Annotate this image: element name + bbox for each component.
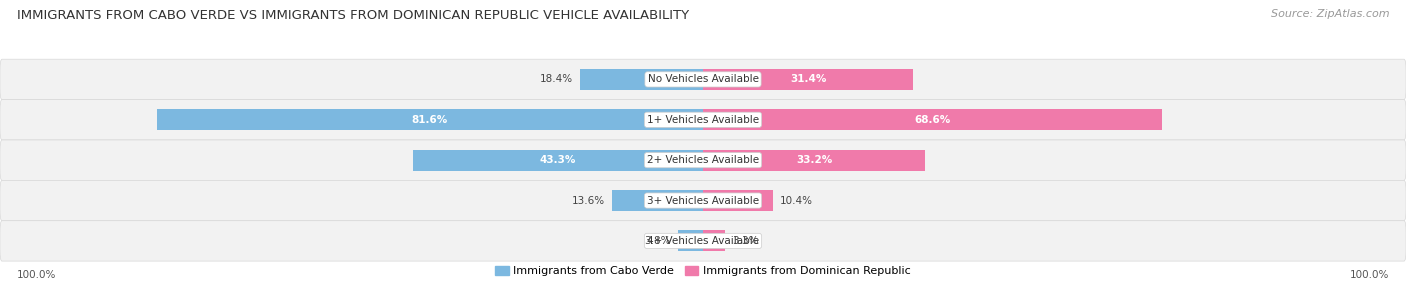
Legend: Immigrants from Cabo Verde, Immigrants from Dominican Republic: Immigrants from Cabo Verde, Immigrants f… xyxy=(491,261,915,281)
Text: 3.8%: 3.8% xyxy=(644,236,671,246)
Text: 33.2%: 33.2% xyxy=(796,155,832,165)
Text: Source: ZipAtlas.com: Source: ZipAtlas.com xyxy=(1271,9,1389,19)
Bar xyxy=(612,190,703,211)
Text: 68.6%: 68.6% xyxy=(914,115,950,125)
Text: 31.4%: 31.4% xyxy=(790,74,827,84)
Text: 100.0%: 100.0% xyxy=(1350,270,1389,279)
FancyBboxPatch shape xyxy=(0,140,1406,180)
Text: 4+ Vehicles Available: 4+ Vehicles Available xyxy=(647,236,759,246)
FancyBboxPatch shape xyxy=(0,180,1406,221)
Text: 3.3%: 3.3% xyxy=(731,236,758,246)
Bar xyxy=(678,231,703,251)
Bar xyxy=(156,109,703,130)
Text: 2+ Vehicles Available: 2+ Vehicles Available xyxy=(647,155,759,165)
FancyBboxPatch shape xyxy=(0,221,1406,261)
Text: 18.4%: 18.4% xyxy=(540,74,574,84)
Bar xyxy=(703,150,925,171)
FancyBboxPatch shape xyxy=(0,59,1406,100)
Text: 3+ Vehicles Available: 3+ Vehicles Available xyxy=(647,196,759,206)
Text: 100.0%: 100.0% xyxy=(17,270,56,279)
Bar xyxy=(703,231,725,251)
Bar xyxy=(703,109,1163,130)
Text: 43.3%: 43.3% xyxy=(540,155,576,165)
Bar xyxy=(703,69,914,90)
Text: No Vehicles Available: No Vehicles Available xyxy=(648,74,758,84)
Text: IMMIGRANTS FROM CABO VERDE VS IMMIGRANTS FROM DOMINICAN REPUBLIC VEHICLE AVAILAB: IMMIGRANTS FROM CABO VERDE VS IMMIGRANTS… xyxy=(17,9,689,21)
Text: 10.4%: 10.4% xyxy=(779,196,813,206)
Bar xyxy=(579,69,703,90)
Text: 1+ Vehicles Available: 1+ Vehicles Available xyxy=(647,115,759,125)
Bar xyxy=(413,150,703,171)
Bar xyxy=(703,190,773,211)
Text: 13.6%: 13.6% xyxy=(572,196,605,206)
FancyBboxPatch shape xyxy=(0,100,1406,140)
Text: 81.6%: 81.6% xyxy=(412,115,449,125)
